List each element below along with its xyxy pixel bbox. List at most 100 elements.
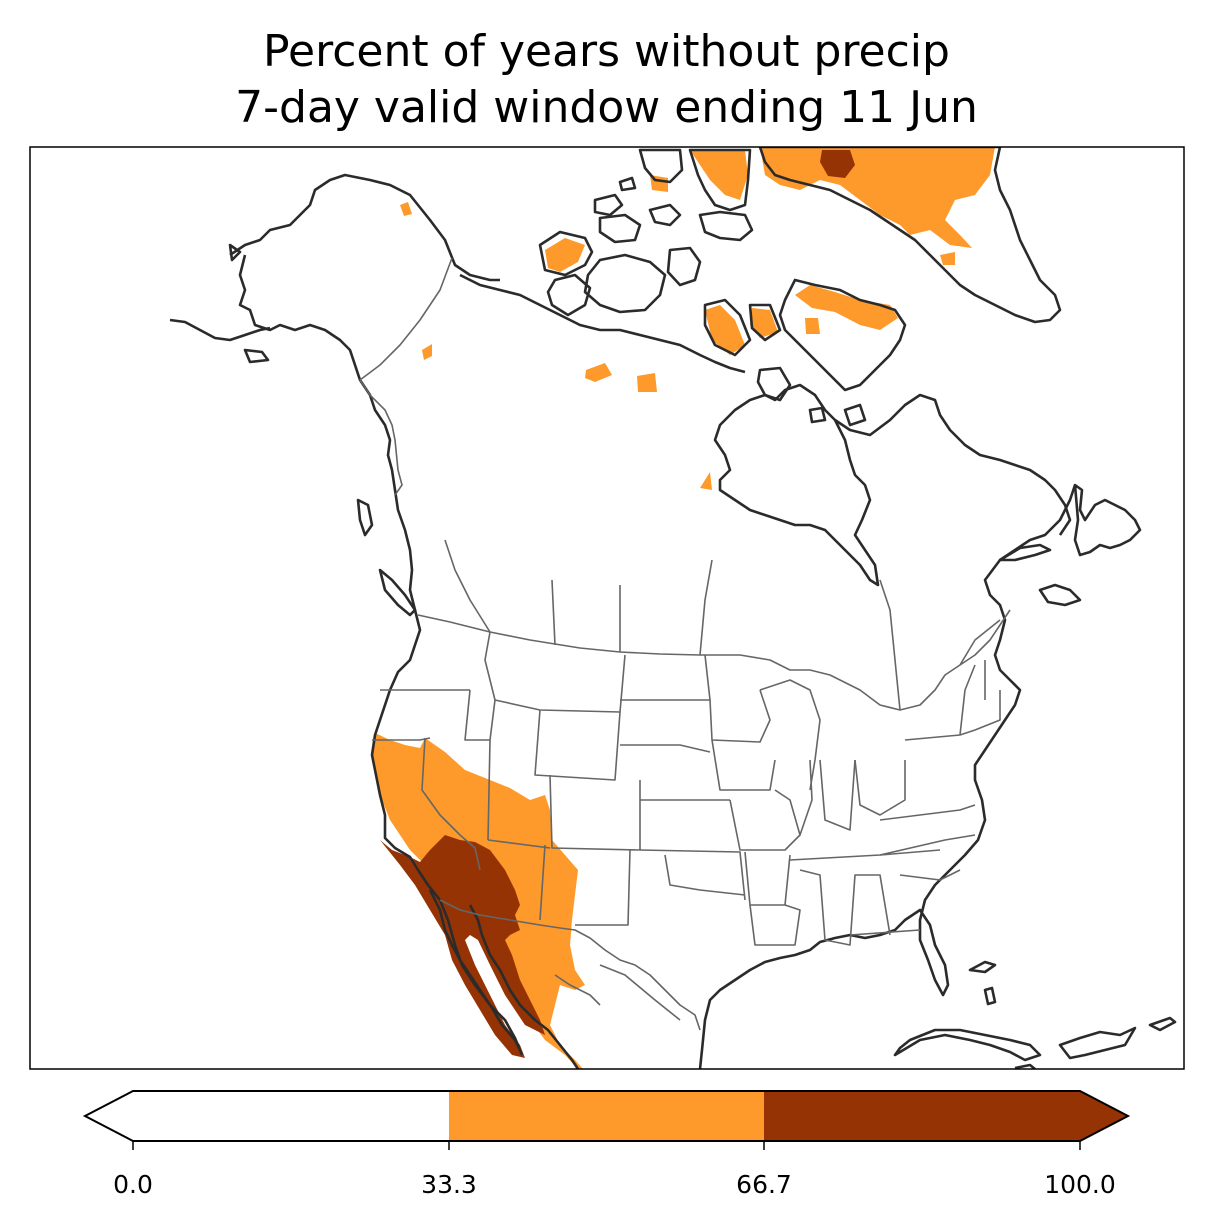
coast-devon — [698, 210, 754, 242]
border-ky-tn — [789, 849, 941, 861]
coast-baja-gulf — [468, 904, 580, 1069]
colorbar-bin-low — [133, 1091, 449, 1141]
border-mo — [729, 789, 801, 851]
border-ga-fl — [849, 929, 921, 936]
coast-island-a — [593, 193, 624, 217]
region-baffin-mid — [795, 285, 898, 330]
border-mt — [494, 654, 626, 713]
border-ut-az — [487, 839, 551, 849]
region-southwest-high — [380, 835, 545, 1058]
border-nv-ut — [487, 739, 491, 841]
region-baffin-mid-2 — [805, 318, 820, 334]
coast-southampton — [756, 366, 792, 402]
border-ok — [639, 849, 746, 901]
border-tn-ms-al — [799, 869, 891, 946]
region-greenland-mid — [760, 147, 995, 248]
border-qc-nb — [959, 619, 1001, 666]
border-wi-mi — [759, 679, 821, 791]
map-title-line-1: Percent of years without precip — [263, 26, 950, 77]
coast-nova-scotia — [1038, 583, 1082, 607]
colorbar-bin-high — [764, 1091, 1080, 1141]
colorbar-extend-low — [85, 1091, 133, 1141]
border-mn — [704, 654, 771, 743]
border-ny-pa — [904, 729, 976, 741]
coast-island-c — [648, 203, 682, 227]
coastlines — [169, 147, 1177, 1069]
coast-banks — [546, 273, 592, 317]
coast-st-lawrence — [998, 543, 1052, 562]
border-ab-sk — [551, 579, 556, 646]
coast-island-b — [618, 176, 637, 192]
colorbar-tick-label-2: 33.3 — [421, 1170, 477, 1199]
border-or-ca — [372, 737, 431, 741]
coast-ellesmere — [688, 148, 752, 212]
colorbar — [82, 1090, 1131, 1150]
coast-prince-wales — [666, 246, 702, 287]
region-greenland-high — [820, 150, 855, 178]
coast-somerset — [703, 298, 752, 357]
colorbar-tick-label-1: 0.0 — [113, 1170, 153, 1199]
political-borders — [359, 257, 1011, 1031]
coast-hispaniola — [1058, 1026, 1137, 1060]
coast-arctic-mainland — [459, 273, 746, 374]
border-us-canada — [417, 609, 1011, 711]
region-greenland-mid-2 — [940, 252, 955, 265]
map-panel — [169, 147, 1177, 1069]
coast-belcher — [843, 403, 867, 427]
border-bc-ab — [444, 539, 491, 633]
map-title-line-2: 7-day valid window ending 11 Jun — [235, 82, 978, 133]
region-hudson-mid — [700, 472, 712, 490]
border-ia — [711, 739, 776, 791]
coast-hudson-bay — [713, 383, 880, 587]
region-mainland-mid-1 — [422, 344, 432, 360]
coast-axel — [638, 148, 684, 184]
border-mb-on — [699, 559, 713, 656]
border-on-qc — [879, 579, 901, 711]
coast-alaska-pacific — [229, 173, 524, 1056]
coast-island-d — [598, 213, 642, 244]
border-tx-ok-red — [664, 854, 746, 896]
border-il-in — [799, 759, 813, 836]
coast-kodiak — [243, 348, 270, 364]
border-us-mexico — [439, 899, 701, 1031]
coast-parry — [538, 230, 594, 277]
coast-cuba — [893, 1028, 1042, 1062]
region-parry-mid — [545, 238, 585, 272]
coast-newfoundland — [1073, 483, 1142, 557]
border-nm-tx — [575, 849, 631, 926]
colorbar-tick-label-4: 100.0 — [1044, 1170, 1116, 1199]
coast-greenland — [758, 147, 1062, 324]
border-va — [879, 804, 976, 821]
region-small-north-1 — [400, 202, 412, 216]
border-carolinas — [879, 834, 976, 881]
border-la — [749, 904, 801, 946]
border-alaska-canada — [359, 257, 453, 496]
coast-coats — [808, 406, 827, 424]
coast-victoria — [583, 253, 667, 314]
coast-labrador — [834, 393, 1072, 536]
border-ar — [744, 851, 791, 906]
coast-haida — [356, 498, 374, 537]
coast-bahamas — [968, 960, 997, 1006]
border-ca-nv — [421, 737, 481, 871]
colorbar-bin-mid — [449, 1091, 764, 1141]
border-sdne — [620, 744, 711, 753]
border-co — [549, 774, 641, 851]
border-mx-states — [554, 964, 681, 1021]
colorbar-tick-label-3: 66.7 — [736, 1170, 792, 1199]
coast-alaska-peninsula — [169, 318, 271, 342]
region-mainland-mid-3 — [637, 373, 657, 392]
border-ne-states — [959, 660, 1001, 736]
colorbar-extend-high — [1080, 1091, 1128, 1141]
region-ellesmere-mid — [690, 150, 748, 200]
border-wy — [534, 709, 621, 781]
coast-nunivak — [228, 243, 242, 262]
coast-puerto-rico — [1148, 1016, 1177, 1032]
map-frame — [29, 146, 1185, 1070]
coast-jamaica — [1014, 1063, 1036, 1069]
region-boothia-mid — [750, 308, 778, 338]
coast-vancouver-island — [378, 568, 417, 617]
region-mainland-mid-2 — [585, 363, 612, 382]
border-oh-pa — [854, 759, 906, 816]
